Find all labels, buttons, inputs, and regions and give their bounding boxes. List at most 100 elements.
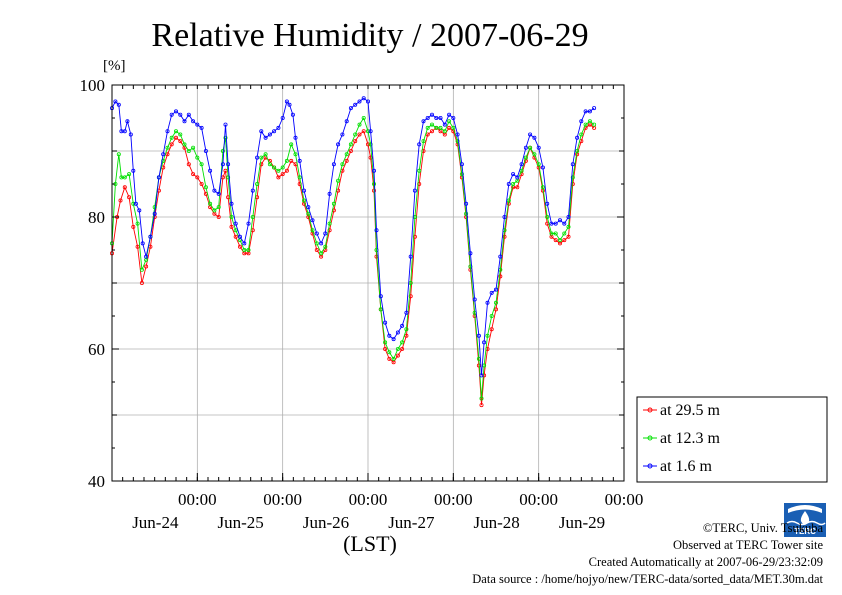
axes: 40608010000:00Jun-2400:00Jun-2500:00Jun-… — [80, 76, 644, 532]
series-line — [111, 116, 595, 399]
data-point — [545, 214, 550, 219]
chart-title: Relative Humidity / 2007-06-29 — [151, 17, 588, 54]
data-point — [284, 99, 289, 104]
data-point — [519, 162, 524, 167]
data-point — [579, 119, 584, 124]
data-point — [587, 109, 592, 114]
data-point — [549, 221, 554, 226]
data-point — [137, 208, 142, 213]
y-tick-label: 80 — [88, 208, 105, 227]
data-point — [259, 155, 264, 160]
data-point — [116, 102, 121, 107]
data-point — [515, 175, 520, 180]
data-point — [429, 129, 434, 134]
data-point — [583, 122, 588, 127]
data-point — [357, 132, 362, 137]
data-point — [226, 175, 231, 180]
data-point — [459, 172, 464, 177]
data-point — [468, 251, 473, 256]
data-point — [553, 238, 558, 243]
footer-created: Created Automatically at 2007-06-29/23:3… — [588, 555, 823, 569]
data-point — [558, 218, 563, 223]
data-point — [173, 135, 178, 140]
data-point — [378, 307, 383, 312]
data-point — [186, 112, 191, 117]
legend-swatch-marker — [647, 407, 653, 413]
data-point — [161, 152, 166, 157]
data-point — [173, 109, 178, 114]
x-tick-date-label: Jun-26 — [303, 513, 349, 532]
data-point — [212, 188, 217, 193]
data-point — [361, 116, 366, 121]
data-point — [482, 373, 487, 378]
data-point — [323, 231, 328, 236]
data-point — [182, 119, 187, 124]
x-tick-date-label: Jun-27 — [388, 513, 435, 532]
data-point — [528, 132, 533, 137]
data-point — [306, 205, 311, 210]
data-point — [447, 119, 452, 124]
data-point — [208, 201, 213, 206]
data-point — [536, 145, 541, 150]
data-point — [485, 333, 490, 338]
data-point — [276, 125, 281, 130]
x-tick-date-label: Jun-28 — [474, 513, 520, 532]
data-point — [259, 129, 264, 134]
data-point — [353, 139, 358, 144]
data-point — [287, 102, 292, 107]
data-point — [479, 403, 484, 408]
legend-entry: at 12.3 m — [643, 430, 721, 447]
data-point — [395, 346, 400, 351]
data-point — [272, 165, 277, 170]
data-point — [540, 165, 545, 170]
data-point — [404, 310, 409, 315]
data-point — [255, 181, 260, 186]
data-point — [199, 162, 204, 167]
data-point — [293, 135, 298, 140]
data-point — [493, 307, 498, 312]
data-point — [344, 119, 349, 124]
data-point — [348, 142, 353, 147]
data-point — [587, 119, 592, 124]
data-point — [455, 132, 460, 137]
footer-observed: Observed at TERC Tower site — [672, 538, 823, 552]
data-point — [290, 112, 295, 117]
data-point — [425, 132, 430, 137]
footer-copyright: ©TERC, Univ. Tsukuba — [702, 521, 823, 535]
data-point — [395, 353, 400, 358]
data-point — [442, 122, 447, 127]
data-point — [116, 152, 121, 157]
data-point — [353, 102, 358, 107]
data-point — [233, 228, 238, 233]
data-point — [455, 139, 460, 144]
data-point — [267, 132, 272, 137]
data-point — [169, 142, 174, 147]
data-point — [319, 251, 324, 256]
data-point — [493, 287, 498, 292]
data-point — [408, 254, 413, 259]
data-point — [323, 244, 328, 249]
data-point — [511, 181, 516, 186]
data-point — [412, 188, 417, 193]
data-point — [592, 122, 597, 127]
data-point — [152, 211, 157, 216]
data-point — [528, 145, 533, 150]
data-point — [400, 340, 405, 345]
data-point — [365, 99, 370, 104]
data-point — [178, 139, 183, 144]
data-point — [570, 175, 575, 180]
data-point — [387, 356, 392, 361]
data-point — [310, 228, 315, 233]
x-tick-time-label: 00:00 — [605, 490, 644, 509]
series-line — [111, 97, 595, 376]
data-point — [493, 300, 498, 305]
footer-source: Data source : /home/hojyo/new/TERC-data/… — [472, 572, 823, 586]
data-point — [404, 333, 409, 338]
data-point — [523, 155, 528, 160]
data-point — [331, 162, 336, 167]
data-point — [131, 201, 136, 206]
data-point — [148, 234, 153, 239]
data-point — [293, 152, 298, 157]
data-point — [331, 201, 336, 206]
data-point — [118, 198, 123, 203]
